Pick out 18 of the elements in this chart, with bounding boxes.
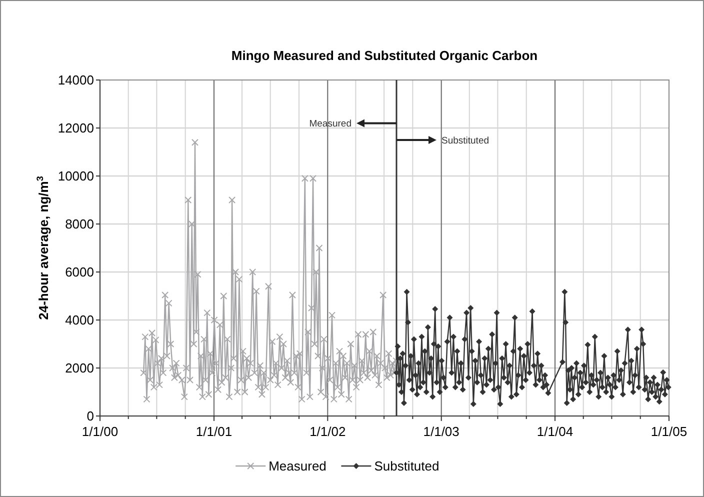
y-tick-label: 4000 — [65, 312, 94, 328]
y-tick-label: 2000 — [65, 360, 94, 376]
y-tick-label: 12000 — [58, 120, 94, 136]
y-tick-label: 8000 — [65, 216, 94, 232]
annotation: Substituted — [441, 135, 490, 146]
y-tick-label: 0 — [86, 408, 94, 424]
x-tick-label: 1/1/02 — [310, 424, 346, 439]
legend-label: Measured — [268, 458, 326, 474]
x-tick-label: 1/1/03 — [423, 424, 460, 439]
x-tick-label: 1/1/00 — [82, 424, 118, 439]
chart-title: Mingo Measured and Substituted Organic Carbon — [231, 48, 538, 63]
legend-label: Substituted — [374, 458, 440, 474]
y-tick-label: 14000 — [58, 72, 94, 88]
x-tick-label: 1/1/04 — [536, 424, 574, 439]
x-tick-label: 1/1/01 — [196, 424, 232, 439]
x-tick-label: 1/1/05 — [650, 424, 688, 439]
y-tick-label: 10000 — [58, 168, 94, 184]
y-tick-label: 6000 — [65, 264, 94, 280]
